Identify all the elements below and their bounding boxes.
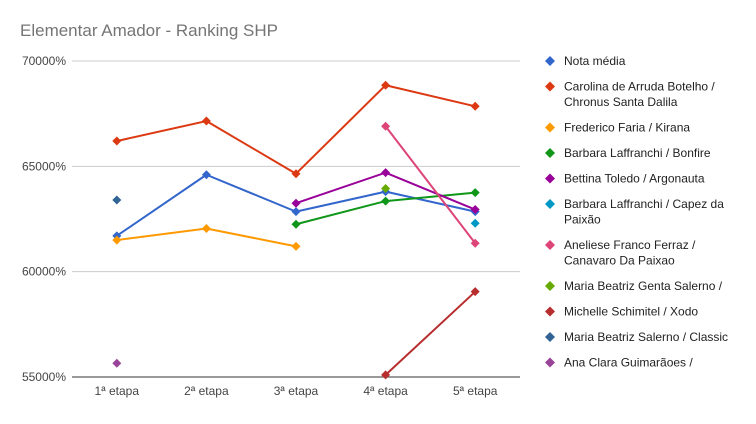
series-line (116, 84, 476, 175)
legend-marker (545, 199, 555, 209)
legend-marker (545, 148, 555, 158)
axis-labels: 70000% 65000% 60000% 55000% 1ª etapa 2ª etapa… (22, 54, 498, 398)
legend-marker (545, 332, 555, 342)
data-point (112, 136, 122, 146)
data-point (381, 196, 391, 206)
y-tick-label: 55000% (22, 370, 66, 384)
data-point (291, 241, 301, 251)
x-tick-label: 2ª etapa (184, 384, 229, 398)
chart-title: Elementar Amador - Ranking SHP (20, 21, 278, 40)
legend-label: Chronus Santa Dalila (564, 95, 678, 109)
series-group (291, 168, 480, 215)
data-point (112, 235, 122, 245)
series-lines (112, 80, 480, 380)
legend-item: Barbara Laffranchi / Bonfire (545, 146, 711, 160)
series-group (291, 188, 480, 229)
legend-label: Ana Clara Guimarãoes / (564, 356, 693, 370)
data-point (381, 80, 391, 90)
legend-marker (545, 56, 555, 66)
x-tick-label: 1ª etapa (95, 384, 140, 398)
data-point (381, 183, 391, 193)
data-point (470, 101, 480, 111)
data-point (112, 358, 122, 368)
data-point (291, 219, 301, 229)
legend-item: Michelle Schimitel / Xodo (545, 305, 698, 319)
legend-item: Maria Beatriz Salerno / Classic (545, 330, 728, 344)
legend-label: Aneliese Franco Ferraz / (564, 238, 696, 252)
legend-item: Bettina Toledo / Argonauta (545, 172, 705, 186)
x-tick-label: 4ª etapa (363, 384, 408, 398)
data-point (470, 188, 480, 198)
series-group (381, 183, 391, 193)
legend-item: Maria Beatriz Genta Salerno / (545, 279, 723, 293)
legend-label: Carolina de Arruda Botelho / (564, 80, 715, 94)
legend-marker (545, 240, 555, 250)
series-group (112, 223, 301, 251)
data-point (381, 370, 391, 380)
legend-marker (545, 122, 555, 133)
data-point (381, 168, 391, 178)
legend: Nota média Carolina de Arruda Botelho /Ch… (545, 54, 728, 370)
legend-label: Maria Beatriz Salerno / Classic (564, 330, 728, 344)
data-point (470, 218, 480, 228)
legend-label: Paixão (564, 213, 601, 227)
legend-label: Bettina Toledo / Argonauta (564, 172, 705, 186)
legend-item: Carolina de Arruda Botelho /Chronus Sant… (545, 80, 715, 109)
grid-lines (72, 60, 520, 378)
legend-item: Frederico Faria / Kirana (545, 121, 690, 135)
y-tick-label: 70000% (22, 54, 66, 68)
legend-label: Michelle Schimitel / Xodo (564, 305, 698, 319)
series-group (470, 218, 480, 228)
legend-marker (545, 357, 555, 368)
x-tick-label: 5ª etapa (453, 384, 498, 398)
series-group (381, 287, 480, 380)
data-point (291, 207, 301, 217)
legend-label: Frederico Faria / Kirana (564, 121, 690, 135)
legend-item: Aneliese Franco Ferraz / Canavaro Da Paix… (545, 238, 696, 268)
legend-marker (545, 281, 555, 291)
data-point (291, 198, 301, 208)
legend-item: Ana Clara Guimarãoes / (545, 356, 693, 370)
data-point (381, 121, 391, 131)
legend-label: Barbara Laffranchi / Bonfire (564, 146, 711, 160)
legend-item: Barbara Laffranchi / Capez da Paixão (545, 197, 724, 227)
legend-label: Canavaro Da Paixao (564, 254, 675, 268)
data-point (201, 116, 211, 126)
data-point (470, 205, 480, 215)
series-line (384, 290, 476, 376)
series-group (112, 358, 122, 368)
legend-item: Nota média (545, 54, 626, 68)
data-point (470, 287, 480, 297)
data-point (112, 195, 122, 205)
data-point (201, 170, 211, 180)
series-line (384, 125, 476, 244)
series-group (381, 121, 480, 248)
legend-marker (545, 173, 555, 184)
y-tick-label: 60000% (22, 265, 66, 279)
legend-label: Maria Beatriz Genta Salerno / (564, 279, 723, 293)
data-point (291, 169, 301, 179)
x-tick-label: 3ª etapa (274, 384, 319, 398)
legend-label: Barbara Laffranchi / Capez da (564, 197, 724, 211)
y-tick-label: 65000% (22, 159, 66, 173)
legend-marker (545, 81, 555, 92)
legend-label: Nota média (564, 54, 626, 68)
series-group (112, 80, 480, 179)
data-point (201, 223, 211, 233)
legend-marker (545, 306, 555, 317)
data-point (470, 238, 480, 248)
series-group (112, 195, 122, 205)
